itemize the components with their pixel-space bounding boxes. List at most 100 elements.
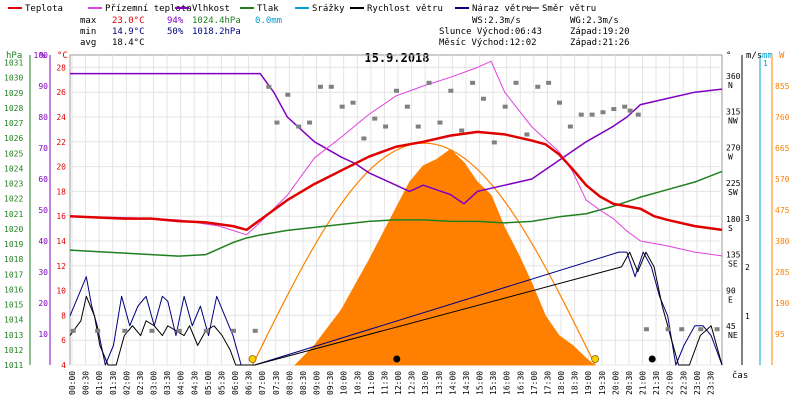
hpa-tick-label: 1012 <box>4 346 23 355</box>
pct-tick-label: 100 <box>34 51 49 60</box>
wind-dir-point <box>578 112 584 117</box>
time-tick-label: 02:30 <box>136 371 145 395</box>
time-tick-label: 08:00 <box>285 371 294 395</box>
time-tick-label: 07:00 <box>258 371 267 395</box>
wind-dir-point <box>491 140 497 145</box>
wind-dir-point <box>622 104 628 109</box>
wind-dir-point <box>502 104 508 109</box>
w-tick-label: 570 <box>775 175 790 184</box>
series-humidity-line <box>70 72 723 205</box>
wind-dir-point <box>448 88 454 93</box>
stat-moon-set: Západ:21:26 <box>570 38 630 48</box>
wind-dir-point <box>95 328 101 333</box>
axes: 00:00 00:30 01:00 01:30 02:00 02:30 03:00 03:30… <box>4 51 790 395</box>
dir-tick-dir: SE <box>728 260 738 269</box>
wind-dir-point <box>426 80 432 85</box>
stat-moon: Měsíc Východ:12:02 <box>439 38 537 48</box>
plot-area <box>69 60 723 366</box>
hpa-tick-label: 1031 <box>4 59 23 68</box>
time-tick-label: 16:00 <box>503 371 512 395</box>
time-tick-label: 20:30 <box>625 371 634 395</box>
stat-min-hum: 50% <box>167 27 184 37</box>
stat-sun: Slunce Východ:06:43 <box>439 27 542 37</box>
stat-sun-set: Západ:19:20 <box>570 27 630 37</box>
temp-tick-label: 6 <box>61 336 66 345</box>
wind-dir-point <box>679 327 685 332</box>
time-tick-label: 03:00 <box>150 371 159 395</box>
ms-tick-label: 1 <box>745 312 750 321</box>
temp-tick-label: 24 <box>56 113 66 122</box>
time-tick-label: 13:30 <box>435 371 444 395</box>
stat-min-temp: 14.9°C <box>112 27 145 37</box>
wind-dir-point <box>70 328 76 333</box>
stat-avg-temp: 18.4°C <box>112 38 145 48</box>
wind-dir-point <box>307 120 313 125</box>
time-tick-label: 04:30 <box>190 371 199 395</box>
w-tick-label: 665 <box>775 144 790 153</box>
pct-tick-label: 30 <box>38 268 48 277</box>
temp-tick-label: 10 <box>56 287 66 296</box>
w-tick-label: 190 <box>775 299 790 308</box>
hpa-tick-label: 1030 <box>4 74 23 83</box>
wind-dir-point <box>339 104 345 109</box>
series-ground-temp-line <box>69 60 723 257</box>
dir-tick-dir: E <box>728 295 733 304</box>
time-tick-label: 20:00 <box>611 371 620 395</box>
w-tick-label: 285 <box>775 268 790 277</box>
hpa-tick-label: 1023 <box>4 180 23 189</box>
w-tick-label: 380 <box>775 237 790 246</box>
dir-tick-value: 45 <box>726 322 736 331</box>
pct-tick-label: 70 <box>38 144 48 153</box>
time-tick-label: 05:00 <box>204 371 213 395</box>
wind-dir-point <box>317 84 323 89</box>
time-tick-label: 18:00 <box>557 371 566 395</box>
legend-label-2: Vlhkost <box>192 4 230 14</box>
stat-min-press: 1018.2hPa <box>192 27 241 37</box>
stat-wg: WG:2.3m/s <box>570 16 619 26</box>
time-tick-label: 13:00 <box>421 371 430 395</box>
dir-tick-dir: SW <box>728 188 738 197</box>
legend-label-4: Srážky <box>312 4 345 14</box>
chart-title: 15.9.2018 <box>364 51 429 65</box>
wind-dir-point <box>176 328 182 333</box>
ms-tick-label: 3 <box>745 214 750 223</box>
solar-max-curve <box>252 142 596 366</box>
wind-dir-point <box>714 327 720 332</box>
pct-tick-label: 10 <box>38 330 48 339</box>
time-tick-label: 09:30 <box>326 371 335 395</box>
hpa-tick-label: 1019 <box>4 240 23 249</box>
hpa-tick-label: 1018 <box>4 255 23 264</box>
temp-tick-label: 14 <box>56 237 66 246</box>
stat-max-label: max <box>80 16 97 26</box>
wind-dir-point <box>557 100 562 105</box>
moon-marker <box>648 355 656 363</box>
pct-tick-label: 90 <box>38 82 48 91</box>
moon-marker <box>393 355 401 363</box>
pct-tick-label: 80 <box>38 113 48 122</box>
wind-dir-point <box>470 80 476 85</box>
time-tick-label: 23:30 <box>706 371 715 395</box>
wind-dir-point <box>600 110 606 115</box>
pct-tick-label: 20 <box>38 299 48 308</box>
w-tick-label: 855 <box>775 82 790 91</box>
time-tick-label: 05:30 <box>217 371 226 395</box>
time-tick-label: 23:00 <box>693 371 702 395</box>
time-tick-label: 17:00 <box>530 371 539 395</box>
w-tick-label: 760 <box>775 113 790 122</box>
sun-marker <box>591 355 600 363</box>
time-tick-label: 10:30 <box>353 371 362 395</box>
temp-tick-label: 12 <box>56 262 66 271</box>
hpa-tick-label: 1017 <box>4 270 23 279</box>
dir-tick-value: 225 <box>726 179 741 188</box>
wind-dir-point <box>665 327 671 332</box>
axis-unit-deg: ° <box>726 51 731 61</box>
hpa-tick-label: 1028 <box>4 104 23 113</box>
temp-tick-label: 28 <box>56 63 66 72</box>
time-tick-label: 15:00 <box>476 371 485 395</box>
time-tick-label: 02:00 <box>122 371 131 395</box>
time-tick-label: 18:30 <box>571 371 580 395</box>
wind-dir-point <box>635 112 641 117</box>
time-tick-label: 12:30 <box>408 371 417 395</box>
hpa-tick-label: 1021 <box>4 210 23 219</box>
wind-dir-point <box>122 328 128 333</box>
